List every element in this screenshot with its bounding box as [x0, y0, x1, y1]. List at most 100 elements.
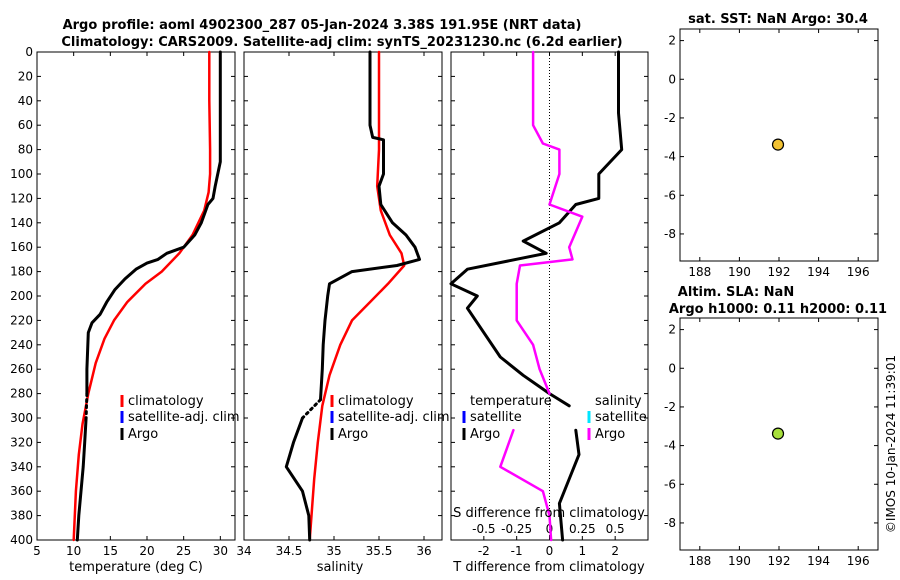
x-tick-label: 15: [103, 544, 118, 558]
y-tick-label: -4: [664, 439, 676, 453]
temperature-xlabel: temperature (deg C): [69, 560, 203, 575]
difference-legend-salinity: salinity satellite Argo: [587, 394, 647, 442]
y-tick-label: -6: [664, 477, 676, 491]
x-tick-label: 190: [728, 554, 751, 568]
legend-argo: Argo: [595, 427, 625, 442]
temperature-xaxis: 5 10 15 20 25 30: [33, 52, 228, 558]
x-tick-label: 192: [768, 554, 791, 568]
series-line-argo: [319, 50, 421, 402]
salinity-lines: [284, 50, 421, 542]
legend-satellite: satellite: [595, 410, 647, 425]
y-tick-label: -4: [664, 150, 676, 164]
sla-map-panel: Altim. SLA: NaN Argo h1000: 0.11 h2000: …: [664, 285, 887, 568]
y-tick-label: -2: [664, 400, 676, 414]
x-tick-label: 25: [176, 544, 191, 558]
salinity-xaxis: 34 34.5 35 35.5 36: [236, 52, 432, 558]
depth-tick-label: 280: [10, 387, 33, 401]
sst-title: sat. SST: NaN Argo: 30.4: [688, 12, 868, 27]
series-line-argo: [85, 50, 222, 396]
x-tick-label: 196: [847, 554, 870, 568]
legend-satellite-adj: satellite-adj. clim: [338, 410, 450, 425]
y-tick-label: 2: [668, 34, 676, 48]
y-tick-label: -2: [664, 111, 676, 125]
x-tick-label: 1: [579, 544, 587, 558]
x-tick-label: 190: [728, 265, 751, 279]
y-tick-label: 0: [668, 72, 676, 86]
series-line-t-diff-argo-deep: [557, 428, 581, 542]
series-line-s-diff-argo: [515, 50, 584, 395]
salinity-diff-label: S difference from climatology: [453, 506, 645, 521]
series-line-argo-gap: [301, 398, 322, 420]
y-tick-label: -8: [664, 227, 676, 241]
salinity-frame: [243, 51, 443, 541]
series-line-argo-gap: [84, 392, 89, 420]
temperature-panel: 0 20 40 60 80 100 120 140 160 180 200 220 240 260 280 3…: [10, 45, 240, 575]
sst-map-panel: sat. SST: NaN Argo: 30.4 188 190 192 194 196…: [664, 12, 879, 279]
x-tick-label: 194: [807, 265, 830, 279]
x-tick-label: -2: [478, 544, 490, 558]
legend-temperature: temperature: [470, 394, 552, 409]
salinity-panel: 34 34.5 35 35.5 36 salinity climatology sate…: [236, 50, 450, 575]
x-tick-label: 20: [139, 544, 154, 558]
x-tick-label: 196: [847, 265, 870, 279]
title-line1: Argo profile: aoml 4902300_287 05-Jan-20…: [63, 18, 582, 33]
sst-xaxis: 188 190 192 194 196: [688, 29, 870, 279]
legend-argo: Argo: [338, 427, 368, 442]
legend-satellite-adj: satellite-adj. clim: [128, 410, 240, 425]
depth-tick-label: 340: [10, 460, 33, 474]
depth-tick-label: 220: [10, 313, 33, 327]
imos-watermark: ©IMOS 10-Jan-2024 11:39:01: [884, 355, 898, 533]
depth-tick-label: 200: [10, 289, 33, 303]
series-line-climatology: [72, 50, 212, 542]
difference-xaxis: -2 -1 0 1 2: [478, 52, 619, 558]
series-line-s-diff-argo-deep: [499, 428, 553, 542]
sla-xaxis: 188 190 192 194 196: [688, 318, 870, 568]
legend-climatology: climatology: [128, 394, 204, 409]
depth-tick-label: 80: [18, 143, 33, 157]
temperature-legend: climatology satellite-adj. clim Argo: [120, 394, 240, 442]
x-tick-label: 0: [546, 544, 554, 558]
depth-tick-label: 100: [10, 167, 33, 181]
sst-points: [771, 138, 785, 151]
depth-tick-label: 320: [10, 435, 33, 449]
depth-tick-label: 360: [10, 484, 33, 498]
depth-tick-label: 40: [18, 94, 33, 108]
x-tick-label: 2: [611, 544, 619, 558]
salinity-diff-tick-label: 0.5: [606, 522, 625, 536]
difference-panel: -2 -1 0 1 2 -0.5 -0.25 0 0.25 0.5 T difference f…: [449, 50, 649, 575]
depth-tick-label: 260: [10, 362, 33, 376]
sla-points: [771, 427, 785, 440]
y-tick-label: -8: [664, 516, 676, 530]
series-line-climatology: [308, 50, 406, 542]
x-tick-label: 35.5: [366, 544, 393, 558]
y-tick-label: -6: [664, 188, 676, 202]
x-tick-label: 35: [326, 544, 341, 558]
depth-tick-label: 0: [25, 45, 33, 59]
x-tick-label: 34.5: [276, 544, 303, 558]
title-line2: Climatology: CARS2009. Satellite-adj cli…: [61, 35, 622, 50]
sst-yaxis: 2 0 -2 -4 -6 -8: [664, 34, 878, 241]
depth-tick-label: 400: [10, 533, 33, 547]
series-line-t-diff-argo: [449, 50, 624, 408]
depth-tick-label: 380: [10, 509, 33, 523]
temperature-lines: [72, 50, 222, 542]
difference-lines: [449, 50, 624, 542]
sla-title-line2: Argo h1000: 0.11 h2000: 0.11: [669, 302, 887, 317]
series-line-argo-deep: [284, 416, 312, 542]
depth-tick-label: 60: [18, 118, 33, 132]
x-tick-label: 192: [768, 265, 791, 279]
y-tick-label: 2: [668, 323, 676, 337]
legend-satellite: satellite: [470, 410, 522, 425]
salinity-diff-tick-label: 0.25: [569, 522, 596, 536]
x-tick-label: 30: [213, 544, 228, 558]
sla-yaxis: 2 0 -2 -4 -6 -8: [664, 323, 878, 530]
salinity-diff-tick-label: -0.5: [472, 522, 495, 536]
depth-tick-label: 160: [10, 240, 33, 254]
x-tick-label: 194: [807, 554, 830, 568]
x-tick-label: 188: [688, 554, 711, 568]
legend-argo: Argo: [470, 427, 500, 442]
salinity-xlabel: salinity: [317, 560, 364, 575]
sla-title-line1: Altim. SLA: NaN: [678, 285, 794, 300]
profile-location-marker: [771, 138, 785, 151]
